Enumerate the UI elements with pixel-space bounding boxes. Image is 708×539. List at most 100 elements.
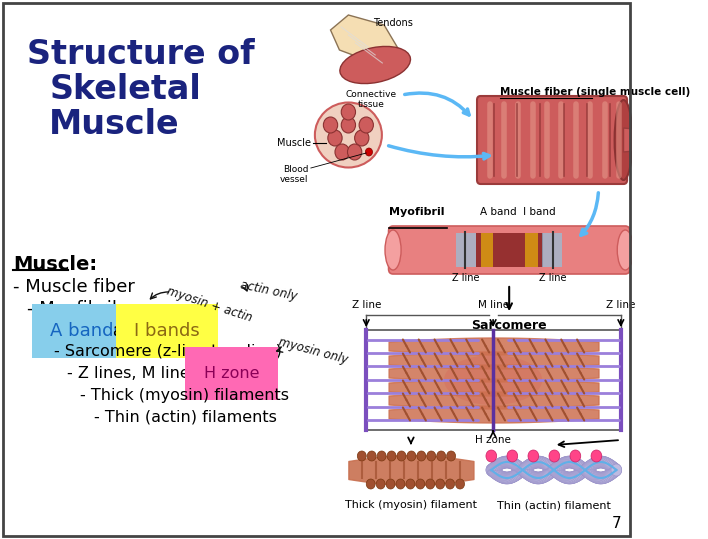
Circle shape [576,467,586,480]
Circle shape [559,457,569,469]
Text: myosin + actin: myosin + actin [165,285,254,325]
Circle shape [366,479,375,489]
Circle shape [544,467,556,479]
Circle shape [490,461,501,473]
Circle shape [493,469,504,481]
Circle shape [365,148,372,156]
Circle shape [590,471,600,483]
Circle shape [396,479,405,489]
Text: Muscle fiber (single muscle cell): Muscle fiber (single muscle cell) [501,87,690,97]
Circle shape [487,465,498,477]
Circle shape [602,458,612,469]
Text: A bands: A bands [50,322,123,340]
Circle shape [583,462,593,474]
Circle shape [579,464,590,476]
FancyBboxPatch shape [366,330,621,430]
Circle shape [489,461,500,473]
Circle shape [556,469,567,482]
Circle shape [606,468,617,480]
Circle shape [529,457,539,468]
Circle shape [537,471,548,483]
Circle shape [490,467,501,479]
Circle shape [557,458,568,470]
Circle shape [511,468,522,481]
Circle shape [578,463,589,475]
Circle shape [581,466,593,478]
Circle shape [486,464,497,476]
Circle shape [564,472,574,484]
Circle shape [500,472,510,484]
Circle shape [550,465,561,477]
Circle shape [579,464,590,476]
Circle shape [510,459,521,471]
Circle shape [596,456,607,468]
Circle shape [503,456,513,468]
Circle shape [508,458,519,469]
Circle shape [554,460,565,472]
Circle shape [568,457,578,468]
Circle shape [504,472,515,484]
Circle shape [386,479,395,489]
Circle shape [596,472,607,484]
Circle shape [518,465,530,477]
Circle shape [416,479,425,489]
Circle shape [417,451,426,461]
Circle shape [498,457,508,468]
Circle shape [533,456,544,468]
Circle shape [553,460,564,472]
Circle shape [550,463,561,475]
Circle shape [557,470,568,482]
Circle shape [535,456,545,468]
Circle shape [543,460,554,472]
Circle shape [600,471,611,483]
Circle shape [532,456,543,468]
Circle shape [551,466,562,478]
Circle shape [406,479,415,489]
Circle shape [487,463,498,475]
Circle shape [528,450,539,462]
Circle shape [488,462,498,474]
Circle shape [526,458,537,470]
Text: H zone: H zone [475,435,511,445]
Circle shape [455,479,464,489]
Circle shape [531,456,542,468]
Circle shape [598,457,609,468]
Circle shape [572,459,583,471]
Circle shape [561,472,571,483]
Circle shape [589,471,600,482]
Circle shape [527,471,537,482]
Circle shape [520,467,531,479]
Circle shape [530,472,541,483]
Ellipse shape [444,355,542,405]
Text: Z line: Z line [539,273,566,283]
Circle shape [574,468,585,480]
Text: Blood
vessel: Blood vessel [280,165,308,184]
Circle shape [571,470,582,482]
Circle shape [494,470,505,482]
Circle shape [515,462,526,474]
Circle shape [583,461,595,473]
Text: A band  I band: A band I band [480,207,556,217]
Text: and: and [107,322,152,340]
Polygon shape [624,128,708,152]
Ellipse shape [617,230,634,270]
Circle shape [510,469,521,481]
Circle shape [541,469,552,482]
Circle shape [570,450,581,462]
Text: Muscle: Muscle [277,138,311,148]
Circle shape [564,456,574,468]
Circle shape [493,459,504,471]
Circle shape [563,456,573,468]
Circle shape [559,457,570,469]
Circle shape [506,457,517,469]
Circle shape [592,472,603,483]
Circle shape [526,470,537,482]
Ellipse shape [315,102,382,168]
Text: Skeletal: Skeletal [49,73,201,106]
Circle shape [525,459,535,471]
Text: actin only: actin only [239,278,299,303]
Text: 7: 7 [612,516,622,531]
Circle shape [591,450,602,462]
Circle shape [539,458,550,470]
Circle shape [447,451,455,461]
